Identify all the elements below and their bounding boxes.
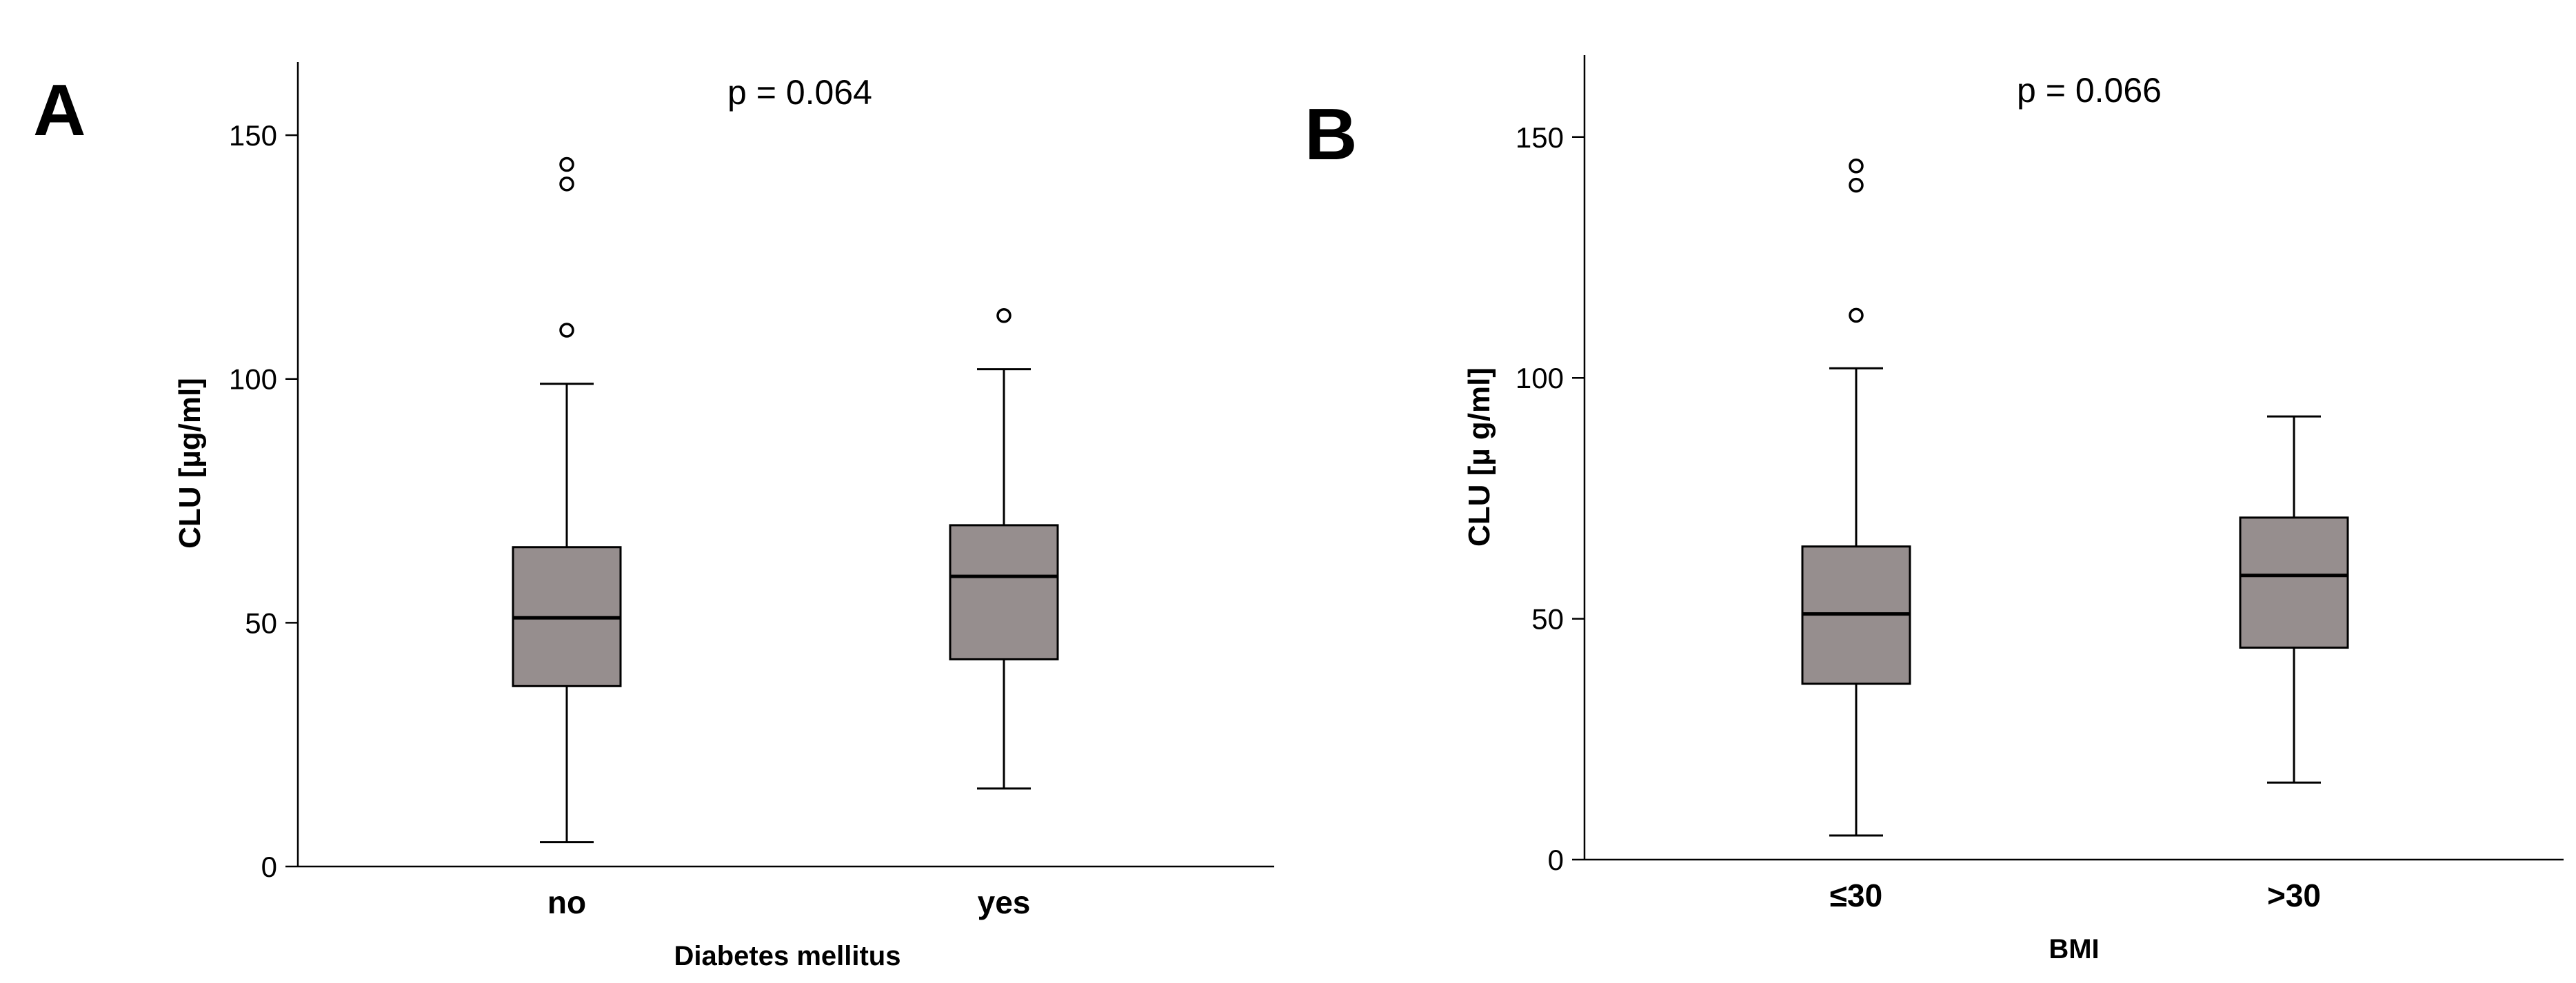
x-tick-label: no <box>547 884 586 920</box>
box-0 <box>1801 158 1911 837</box>
outlier-point <box>1849 158 1864 174</box>
p-value-annotation: p = 0.064 <box>727 73 872 112</box>
p-value-annotation: p = 0.066 <box>2017 71 2162 110</box>
x-axis-title: Diabetes mellitus <box>674 941 900 971</box>
y-tick-label: 100 <box>229 363 277 396</box>
panel-b: B p = 0.066 CLU [µ g/ml] BMI 0 50 100 150 ≤3… <box>1305 55 2564 964</box>
y-tick-label: 0 <box>1548 844 1564 876</box>
y-tick-label: 150 <box>229 119 277 152</box>
panel-letter: B <box>1305 94 1358 175</box>
y-tick-label: 100 <box>1516 362 1564 394</box>
y-tick-label: 150 <box>1516 121 1564 154</box>
x-axis-title: BMI <box>2049 934 2099 964</box>
box-1 <box>949 308 1059 790</box>
outlier-point <box>559 156 574 172</box>
y-tick-label: 0 <box>261 851 277 883</box>
y-tick-label: 50 <box>245 607 277 639</box>
outlier-point <box>996 308 1012 323</box>
plot-area: 0 50 100 150 ≤30 >30 <box>1516 55 2564 913</box>
plot-area: 0 50 100 150 no yes <box>229 62 1274 920</box>
iqr-box <box>949 524 1059 660</box>
x-tick-label: yes <box>978 884 1031 920</box>
y-axis-title: CLU [µ g/ml] <box>1462 367 1496 547</box>
box-0 <box>512 156 622 844</box>
outlier-point <box>559 176 574 192</box>
x-tick-label: >30 <box>2267 878 2321 913</box>
x-tick-label: ≤30 <box>1830 878 1882 913</box>
y-axis-title: CLU [µg/ml] <box>173 378 207 549</box>
outlier-point <box>1849 307 1864 323</box>
outlier-point <box>1849 177 1864 193</box>
y-tick-label: 50 <box>1531 603 1564 636</box>
iqr-box <box>2239 516 2349 649</box>
panel-a: A p = 0.064 CLU [µg/ml] Diabetes mellitu… <box>33 62 1274 971</box>
outlier-point <box>559 323 574 338</box>
box-1 <box>2239 415 2349 784</box>
panel-letter: A <box>33 70 86 151</box>
